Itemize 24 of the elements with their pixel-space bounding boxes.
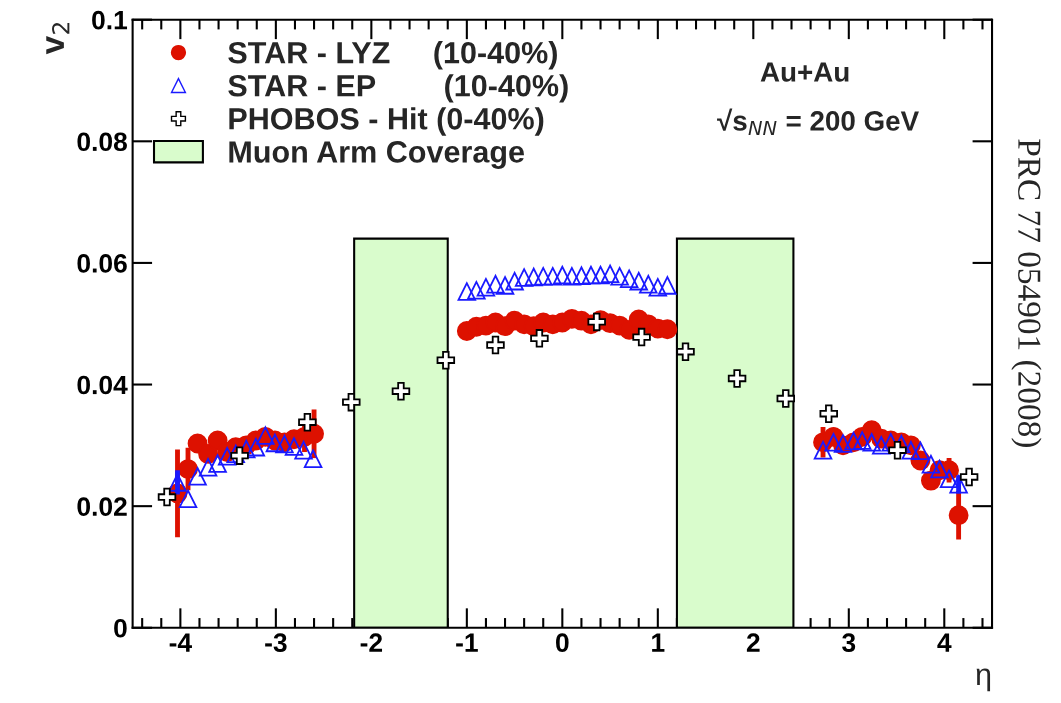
x-tick-label: -2: [360, 633, 383, 652]
x-tick-label: 2: [746, 633, 760, 652]
legend-label: Muon Arm Coverage: [229, 141, 524, 169]
annotation: √s$_{NN}$ = 200 GeV: [717, 108, 919, 136]
y-tick-label: 0.02: [77, 497, 127, 516]
y-tick-label: 0.1: [92, 10, 128, 30]
text: PRC 77 054901 (2008): [1011, 139, 1042, 447]
legend-label: PHOBOS - Hit (0-40%): [229, 107, 544, 136]
legend-label: STAR - EP (10-40%): [228, 74, 568, 103]
x-tick-label: 3: [842, 633, 856, 653]
x-tick-label: -3: [265, 633, 287, 653]
x-tick-label: 4: [937, 633, 952, 652]
y-tick-label: 0.06: [77, 254, 127, 273]
x-tick-label: -1: [456, 633, 478, 652]
legend-label: STAR - LYZ (10-40%): [228, 41, 557, 70]
y-axis-title: v$_{2}$: [46, 22, 70, 55]
y-tick-label: 0: [114, 618, 127, 638]
x-tick-label: -4: [169, 633, 192, 652]
x-tick-label: 0: [556, 633, 569, 653]
annotation: Au+Au: [760, 62, 849, 82]
x-tick-label: 1: [652, 633, 665, 652]
y-tick-label: 0.04: [77, 375, 128, 395]
y-tick-label: 0.08: [77, 132, 127, 152]
x-axis-title: η: [976, 668, 991, 692]
